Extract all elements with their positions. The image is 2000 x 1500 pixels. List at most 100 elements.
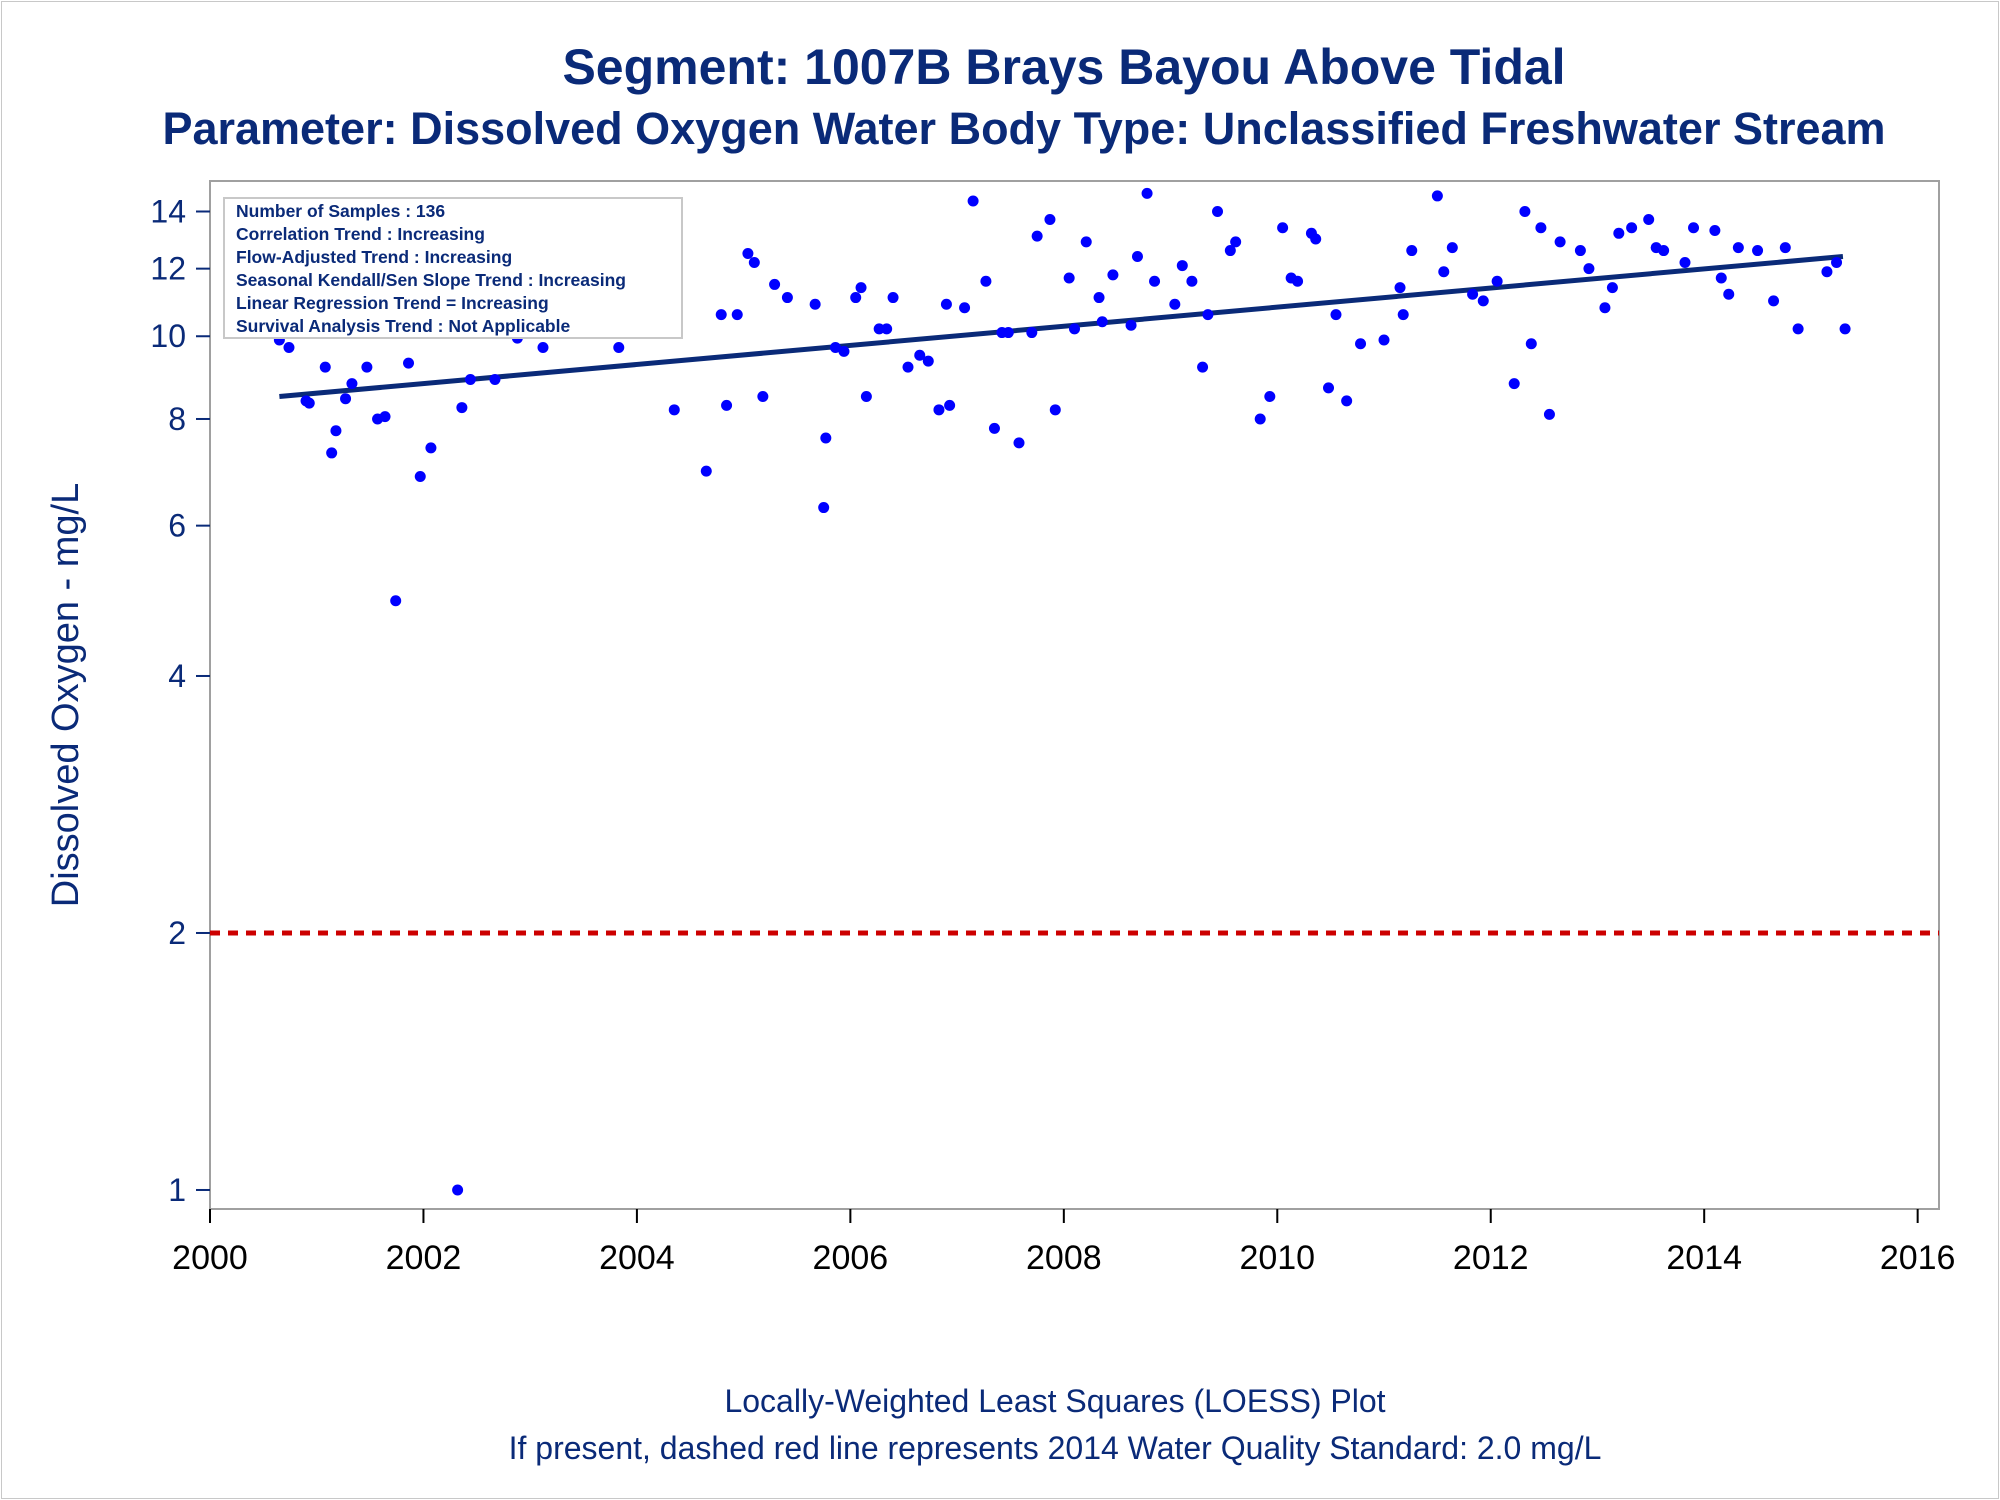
data-point	[390, 595, 402, 607]
data-point	[1341, 395, 1353, 407]
data-point	[1169, 298, 1181, 310]
data-point	[1467, 288, 1479, 300]
data-point	[1535, 222, 1547, 234]
data-point	[489, 373, 501, 385]
chart-title: Segment: 1007B Brays Bayou Above Tidal	[562, 39, 1566, 95]
data-point	[1063, 272, 1075, 284]
info-box-frame	[223, 197, 683, 339]
data-point	[715, 309, 727, 321]
data-point	[748, 257, 760, 269]
data-point	[1491, 275, 1503, 287]
data-point	[1197, 361, 1209, 373]
data-point	[887, 292, 899, 304]
data-point	[319, 361, 331, 373]
data-point	[829, 342, 841, 354]
data-point	[403, 357, 415, 369]
data-point	[1626, 222, 1638, 234]
y-tick-label: 14	[150, 193, 186, 229]
data-point	[1732, 242, 1744, 254]
data-point	[1397, 309, 1409, 321]
data-point	[414, 471, 426, 483]
data-point	[1613, 227, 1625, 239]
data-point	[1176, 260, 1188, 272]
data-point	[902, 361, 914, 373]
data-point	[881, 323, 893, 335]
data-point	[326, 447, 338, 459]
data-point	[1069, 323, 1080, 335]
data-point	[731, 309, 743, 321]
data-point	[1688, 222, 1700, 234]
data-point	[1658, 245, 1670, 257]
data-point	[1446, 242, 1458, 254]
info-box: Number of Samples : 136 Correlation Trend…	[223, 197, 683, 339]
data-point	[980, 275, 992, 287]
data-point	[781, 292, 793, 304]
y-tick-label: 2	[168, 915, 186, 951]
data-point	[855, 282, 867, 294]
y-tick-label: 1	[168, 1172, 186, 1208]
data-point	[1525, 338, 1537, 350]
data-point	[1792, 323, 1804, 335]
data-point	[1723, 288, 1735, 300]
data-point	[967, 195, 979, 207]
data-point	[1679, 257, 1691, 269]
data-point	[1080, 236, 1092, 248]
plot-area	[209, 180, 1940, 1210]
data-point	[1224, 245, 1236, 257]
data-point	[1031, 230, 1043, 242]
data-point	[1131, 250, 1143, 262]
data-point	[537, 342, 549, 354]
data-point	[1141, 187, 1153, 199]
chart-subtitle: Parameter: Dissolved Oxygen Water Body T…	[162, 103, 1886, 154]
data-point	[860, 391, 872, 403]
y-axis-label: Dissolved Oxygen - mg/L	[45, 483, 87, 908]
data-point	[922, 355, 934, 367]
data-point	[1543, 408, 1555, 420]
data-point	[933, 404, 945, 416]
data-point	[1768, 295, 1780, 307]
data-point	[1821, 266, 1833, 278]
data-point	[850, 292, 862, 304]
y-tick-label: 4	[168, 658, 186, 694]
data-point	[1212, 205, 1224, 217]
data-point	[1583, 263, 1595, 275]
data-point	[1606, 282, 1618, 294]
data-point	[1574, 245, 1586, 257]
data-point	[1406, 245, 1418, 257]
data-point	[742, 248, 754, 260]
data-point	[464, 373, 476, 385]
data-point	[1026, 327, 1038, 339]
data-point	[838, 345, 850, 357]
x-tick-label: 2008	[1026, 1239, 1102, 1277]
data-point	[1202, 309, 1214, 321]
data-point	[1431, 190, 1443, 202]
data-point	[303, 397, 315, 409]
x-tick-label: 2012	[1453, 1239, 1529, 1277]
data-point	[820, 432, 832, 444]
data-point	[1292, 275, 1304, 287]
data-point	[988, 422, 1000, 434]
data-point	[1779, 242, 1791, 254]
data-point	[1330, 309, 1342, 321]
data-point	[1049, 404, 1061, 416]
data-point	[1093, 292, 1105, 304]
data-point	[452, 1184, 464, 1196]
x-tick-label: 2014	[1666, 1239, 1742, 1277]
info-box-line: Linear Regression Trend = Increasing	[236, 293, 549, 313]
data-point	[1378, 334, 1390, 346]
x-tick-label: 2002	[386, 1239, 462, 1277]
y-tick-label: 10	[150, 318, 186, 354]
x-tick-label: 2010	[1239, 1239, 1315, 1277]
y-tick-label: 8	[168, 401, 186, 437]
data-point	[1709, 225, 1721, 237]
data-point	[700, 465, 712, 477]
data-point	[1186, 275, 1198, 287]
data-point	[1264, 391, 1276, 403]
data-point	[1254, 413, 1266, 425]
data-point	[456, 402, 468, 414]
data-point	[361, 361, 373, 373]
data-point	[818, 502, 830, 514]
data-point	[1438, 266, 1450, 278]
data-point	[1554, 236, 1566, 248]
